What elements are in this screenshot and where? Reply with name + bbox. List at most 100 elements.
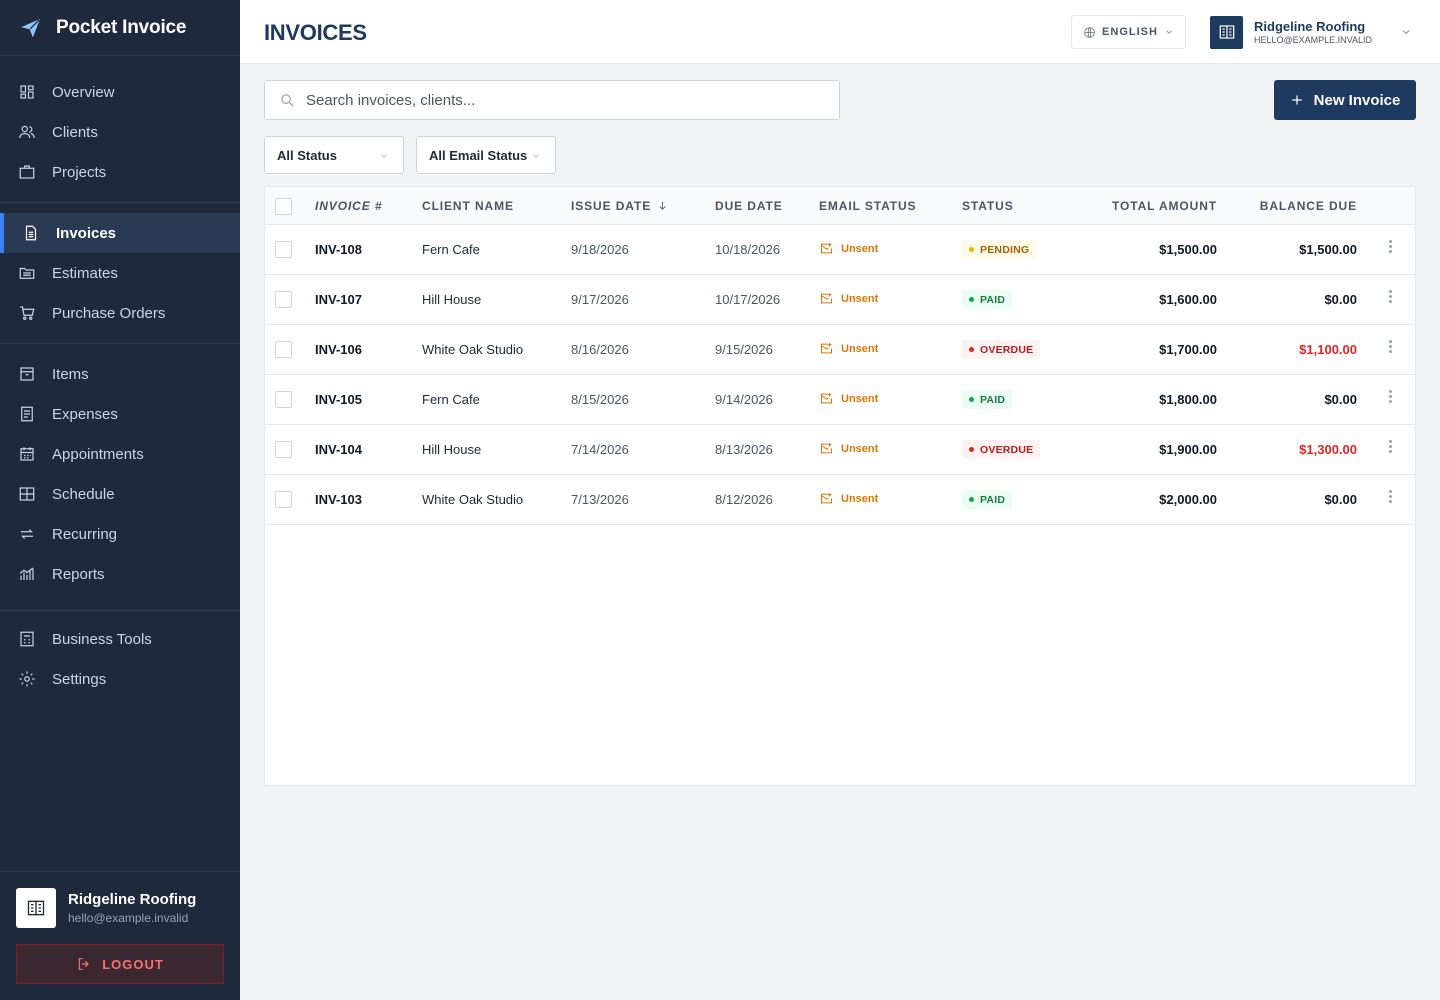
- row-checkbox[interactable]: [275, 291, 292, 308]
- status-label: PAID: [980, 393, 1006, 406]
- table-row[interactable]: INV-107 Hill House 9/17/2026 10/17/2026 Unse…: [265, 275, 1415, 325]
- column-invoice[interactable]: INVOICE #: [315, 199, 383, 213]
- status-filter[interactable]: All Status: [264, 136, 404, 174]
- column-balance[interactable]: BALANCE DUE: [1259, 199, 1357, 213]
- due-date: 10/17/2026: [715, 292, 781, 307]
- brand[interactable]: Pocket Invoice: [0, 0, 240, 56]
- sidebar-item-clients[interactable]: Clients: [0, 112, 240, 152]
- table-icon: [19, 487, 35, 501]
- row-checkbox[interactable]: [275, 391, 292, 408]
- client-name: Fern Cafe: [422, 392, 480, 407]
- column-client[interactable]: CLIENT NAME: [422, 199, 514, 213]
- folder-icon: [19, 267, 35, 279]
- invoice-number[interactable]: INV-105: [315, 392, 362, 407]
- sidebar-item-items[interactable]: Items: [0, 354, 240, 394]
- sidebar-item-label: Business Tools: [52, 630, 152, 648]
- invoice-number[interactable]: INV-106: [315, 342, 362, 357]
- logout-button[interactable]: LOGOUT: [16, 944, 224, 984]
- arrow-down-icon: [659, 201, 666, 210]
- total-amount: $1,800.00: [1159, 392, 1217, 407]
- issue-date: 8/15/2026: [571, 392, 629, 407]
- sidebar-item-purchase-orders[interactable]: Purchase Orders: [0, 293, 240, 333]
- table-header: INVOICE # CLIENT NAME ISSUE DATE DUE DAT…: [265, 187, 1415, 225]
- client-name: Hill House: [422, 292, 482, 307]
- status-label: PENDING: [980, 243, 1030, 256]
- column-issue-date[interactable]: ISSUE DATE: [571, 199, 668, 213]
- sidebar-user-name: Ridgeline Roofing: [68, 891, 197, 908]
- sidebar-item-reports[interactable]: Reports: [0, 554, 240, 594]
- sidebar-item-estimates[interactable]: Estimates: [0, 253, 240, 293]
- total-amount: $1,900.00: [1159, 442, 1217, 457]
- email-status: Unsent: [819, 491, 878, 506]
- invoice-number[interactable]: INV-107: [315, 292, 362, 307]
- column-total[interactable]: TOTAL AMOUNT: [1111, 199, 1217, 213]
- search-input[interactable]: [306, 91, 826, 109]
- email-status: Unsent: [819, 291, 878, 306]
- email-status-label: Unsent: [841, 342, 879, 355]
- document-icon: [25, 225, 37, 241]
- table-row[interactable]: INV-106 White Oak Studio 8/16/2026 9/15/202…: [265, 325, 1415, 375]
- new-invoice-button[interactable]: New Invoice: [1274, 80, 1416, 120]
- column-issue-date-label: ISSUE DATE: [571, 199, 652, 213]
- grid-icon: [20, 85, 34, 99]
- email-status: Unsent: [819, 391, 878, 406]
- status-label: OVERDUE: [980, 343, 1034, 356]
- more-options-icon[interactable]: [1389, 240, 1393, 254]
- sidebar-item-business-tools[interactable]: Business Tools: [0, 619, 240, 659]
- column-email-status[interactable]: EMAIL STATUS: [819, 199, 917, 213]
- sidebar-item-invoices[interactable]: Invoices: [0, 213, 240, 253]
- email-status-filter[interactable]: All Email Status: [416, 136, 556, 174]
- column-status[interactable]: STATUS: [962, 199, 1014, 213]
- table-row[interactable]: INV-104 Hill House 7/14/2026 8/13/2026 Unsen…: [265, 425, 1415, 475]
- more-options-icon[interactable]: [1389, 390, 1393, 404]
- table-row[interactable]: INV-108 Fern Cafe 9/18/2026 10/18/2026 Unsen…: [265, 225, 1415, 275]
- status-dot: [969, 447, 974, 452]
- sidebar-user[interactable]: Ridgeline Roofing hello@example.invalid: [16, 888, 224, 928]
- status-label: PAID: [980, 293, 1006, 306]
- table-row[interactable]: INV-103 White Oak Studio 7/13/2026 8/12/202…: [265, 475, 1415, 525]
- invoice-number[interactable]: INV-108: [315, 242, 362, 257]
- row-checkbox[interactable]: [275, 241, 292, 258]
- sidebar-item-appointments[interactable]: Appointments: [0, 434, 240, 474]
- row-checkbox[interactable]: [275, 441, 292, 458]
- sidebar-item-expenses[interactable]: Expenses: [0, 394, 240, 434]
- email-status: Unsent: [819, 241, 878, 256]
- more-options-icon[interactable]: [1389, 490, 1393, 504]
- sidebar-item-settings[interactable]: Settings: [0, 659, 240, 699]
- status-badge: PENDING: [962, 240, 1037, 259]
- row-checkbox[interactable]: [275, 341, 292, 358]
- invoice-number[interactable]: INV-103: [315, 492, 362, 507]
- table-row[interactable]: INV-105 Fern Cafe 8/15/2026 9/14/2026 Unsent…: [265, 375, 1415, 425]
- more-options-icon[interactable]: [1389, 440, 1393, 454]
- row-checkbox[interactable]: [275, 491, 292, 508]
- invoice-number[interactable]: INV-104: [315, 442, 362, 457]
- sidebar-item-overview[interactable]: Overview: [0, 72, 240, 112]
- client-name: White Oak Studio: [422, 342, 524, 357]
- email-status: Unsent: [819, 341, 878, 356]
- more-options-icon[interactable]: [1389, 340, 1393, 354]
- sidebar-item-recurring[interactable]: Recurring: [0, 514, 240, 554]
- more-options-icon[interactable]: [1389, 290, 1393, 304]
- sidebar-footer: Ridgeline Roofing hello@example.invalid …: [0, 871, 240, 1000]
- balance-due: $0.00: [1324, 492, 1357, 507]
- sidebar-item-schedule[interactable]: Schedule: [0, 474, 240, 514]
- select-all-checkbox[interactable]: [275, 198, 292, 215]
- invoices-table: INVOICE # CLIENT NAME ISSUE DATE DUE DAT…: [264, 186, 1416, 786]
- globe-icon: [1084, 26, 1095, 38]
- email-status-filter-value: All Email Status: [429, 147, 528, 163]
- status-badge: PAID: [962, 390, 1013, 409]
- mail-icon: [820, 392, 833, 404]
- due-date: 9/15/2026: [715, 342, 773, 357]
- status-badge: OVERDUE: [962, 440, 1041, 459]
- nav-group: Business Tools Settings: [0, 611, 240, 707]
- account-menu[interactable]: Ridgeline Roofing HELLO@EXAMPLE.INVALID: [1210, 15, 1420, 49]
- account-name: Ridgeline Roofing: [1254, 19, 1366, 34]
- column-due-date[interactable]: DUE DATE: [715, 199, 783, 213]
- language-selector[interactable]: ENGLISH: [1071, 15, 1186, 49]
- balance-due: $0.00: [1324, 392, 1357, 407]
- sidebar-item-projects[interactable]: Projects: [0, 152, 240, 192]
- total-amount: $1,500.00: [1159, 242, 1217, 257]
- status-dot: [969, 347, 974, 352]
- logout-label: LOGOUT: [102, 956, 164, 972]
- mail-icon: [820, 342, 833, 354]
